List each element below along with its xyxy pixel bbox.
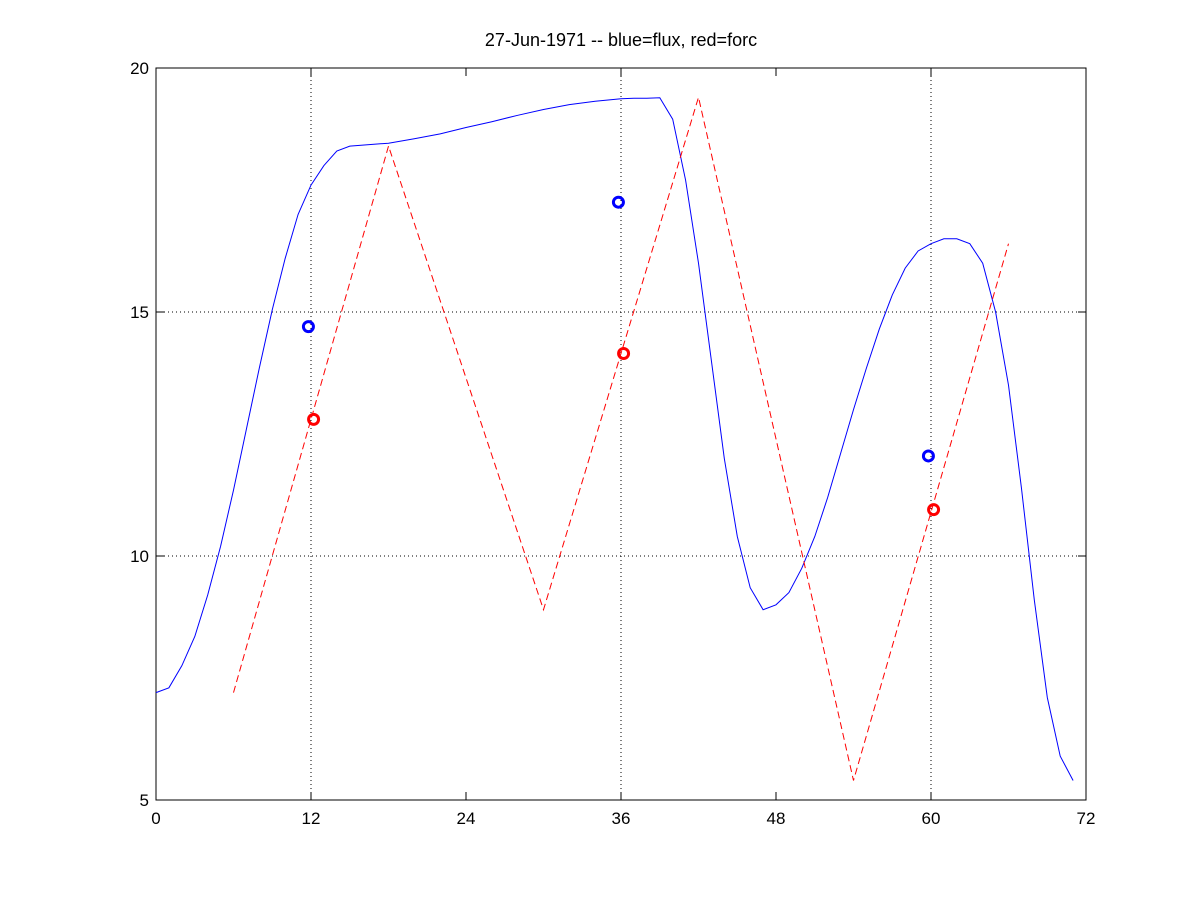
tick-labels: 0 12 24 36 48 60 72 5 10 15 20: [130, 59, 1095, 828]
series-line-blue: [155, 97, 1074, 781]
marker-blue-circle: [301, 320, 315, 334]
x-tick-label: 48: [767, 809, 786, 828]
axes: [155, 67, 1087, 801]
y-tick-label: 5: [140, 791, 149, 810]
x-tick-label: 36: [612, 809, 631, 828]
x-tick-label: 0: [151, 809, 160, 828]
x-tick-label: 72: [1077, 809, 1096, 828]
grid: [156, 68, 1086, 800]
series-layer: [155, 95, 1074, 781]
y-tick-label: 10: [130, 547, 149, 566]
marker-red-circle: [927, 503, 941, 517]
plot-frame: [155, 67, 1087, 801]
x-tick-label: 60: [922, 809, 941, 828]
y-tick-label: 15: [130, 303, 149, 322]
x-tick-label: 12: [302, 809, 321, 828]
x-tick-label: 24: [457, 809, 476, 828]
marker-layer: [301, 195, 941, 517]
marker-blue-circle: [921, 449, 935, 463]
y-tick-label: 20: [130, 59, 149, 78]
series-line-red-dashed: [233, 95, 1009, 781]
marker-red-circle: [307, 412, 321, 426]
marker-blue-circle: [611, 195, 625, 209]
marker-red-circle: [617, 346, 631, 360]
chart-title: 27-Jun-1971 -- blue=flux, red=forc: [484, 30, 758, 50]
